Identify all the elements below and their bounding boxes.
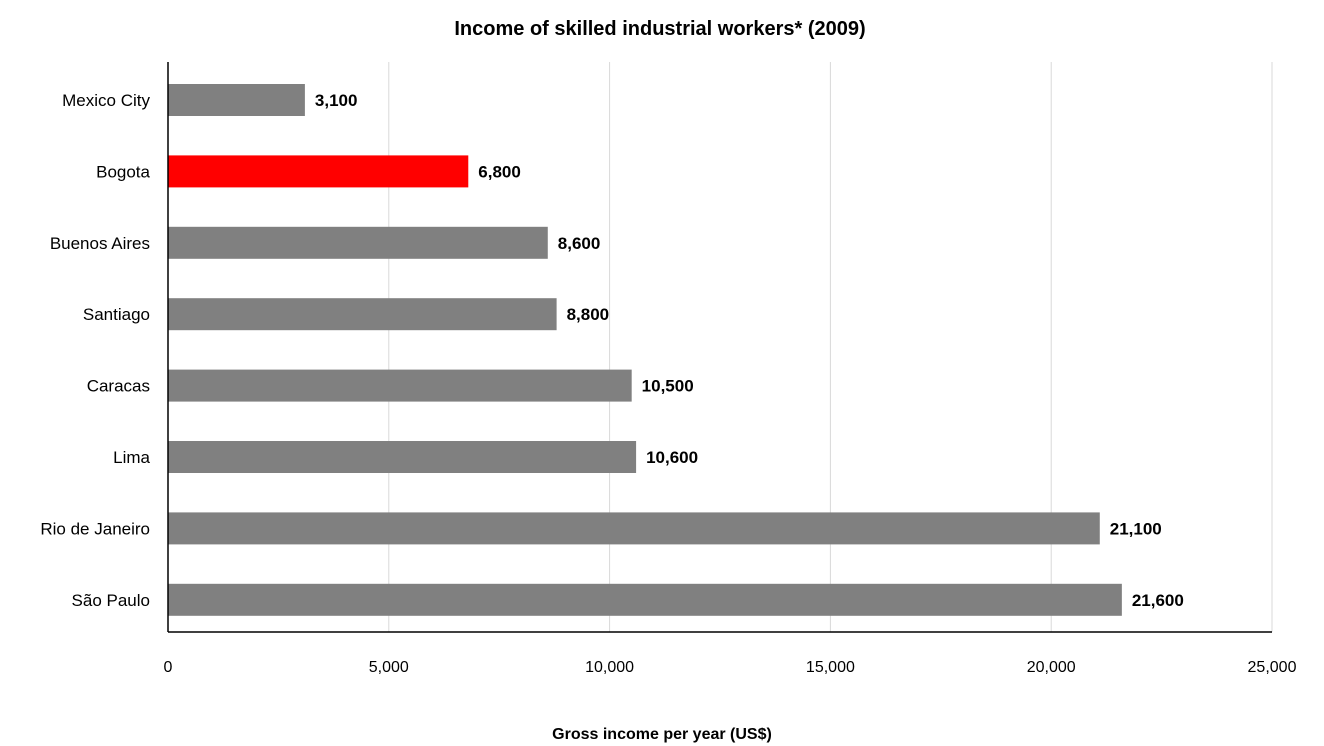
x-tick-label: 15,000	[806, 659, 855, 676]
data-label: 21,600	[1132, 591, 1184, 610]
data-labels: 3,100 6,800 8,600 8,800 10,500 10,600 21,100 21…	[315, 91, 1184, 610]
bar	[168, 441, 637, 473]
data-label: 21,100	[1110, 519, 1162, 538]
data-label: 6,800	[478, 162, 521, 181]
bar	[168, 369, 632, 402]
category-label: Caracas	[87, 377, 150, 396]
bars	[168, 84, 1122, 616]
grid-lines	[388, 62, 1273, 632]
x-tick-label: 5,000	[369, 659, 409, 676]
category-labels: Mexico City Bogota Buenos Aires Santiago Car…	[40, 91, 150, 610]
bar	[168, 155, 469, 188]
data-label: 10,600	[646, 448, 698, 467]
x-tick-label: 25,000	[1248, 659, 1297, 676]
category-label: Bogota	[96, 162, 150, 181]
category-label: Rio de Janeiro	[40, 519, 150, 538]
data-label: 8,800	[567, 305, 610, 324]
data-label: 3,100	[315, 91, 358, 110]
axes	[167, 62, 1272, 633]
bar	[168, 583, 1122, 616]
data-label: 10,500	[642, 377, 694, 396]
bar	[168, 512, 1100, 545]
x-tick-label: 0	[164, 659, 173, 676]
category-label: Mexico City	[62, 91, 150, 110]
bar	[168, 298, 557, 331]
category-label: Santiago	[83, 305, 150, 324]
x-tick-label: 20,000	[1027, 659, 1076, 676]
x-axis-title: Gross income per year (US$)	[552, 726, 772, 743]
category-label: Buenos Aires	[50, 234, 150, 253]
chart-title: Income of skilled industrial workers* (2…	[454, 18, 865, 40]
x-tick-label: 10,000	[585, 659, 634, 676]
bar	[168, 84, 305, 116]
category-label: Lima	[113, 448, 150, 467]
category-label: São Paulo	[72, 591, 150, 610]
x-tick-labels: 0 5,000 10,000 15,000 20,000 25,000	[164, 659, 1297, 676]
bar	[168, 226, 548, 259]
data-label: 8,600	[558, 234, 601, 253]
